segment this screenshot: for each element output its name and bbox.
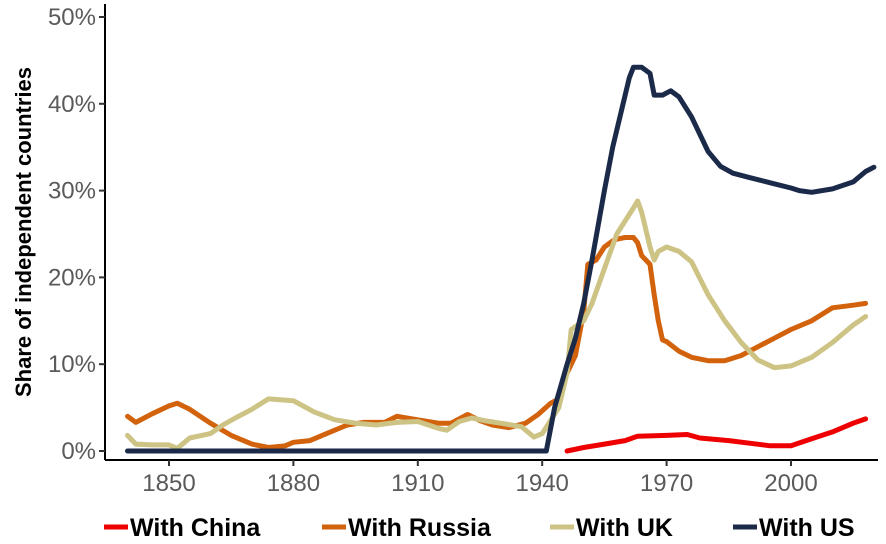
- y-tick-label: 30%: [48, 178, 96, 205]
- y-axis-label: Share of independent countries: [11, 67, 36, 397]
- legend-item-with-us: With US: [733, 514, 855, 542]
- y-tick-label: 10%: [48, 351, 96, 378]
- series-line-with-china: [564, 416, 869, 454]
- legend-item-with-russia: With Russia: [322, 514, 492, 542]
- legend-item-with-uk: With UK: [550, 514, 673, 542]
- axis-layer: 0% 10% 20% 30% 40% 50% 1850 1880 1910 1940 1970 200…: [48, 4, 878, 497]
- legend-label: With US: [759, 514, 855, 542]
- series-line-with-uk: [125, 198, 869, 451]
- y-tick-label: 40%: [48, 91, 96, 118]
- y-axis-label-group: Share of independent countries: [11, 67, 36, 397]
- x-tick-label: 1940: [516, 470, 569, 497]
- series-layer: [125, 64, 877, 454]
- legend-label: With Russia: [348, 514, 492, 542]
- series-line-with-us: [125, 64, 877, 454]
- y-tick-label: 20%: [48, 264, 96, 291]
- legend-label: With UK: [576, 514, 673, 542]
- legend-item-with-china: With China: [104, 514, 261, 542]
- y-tick-label: 0%: [61, 438, 96, 465]
- x-tick-label: 1970: [640, 470, 693, 497]
- x-tick-label: 1910: [391, 470, 444, 497]
- y-tick-label: 50%: [48, 4, 96, 31]
- legend: With China With Russia With UK With US: [104, 514, 855, 542]
- legend-label: With China: [130, 514, 261, 542]
- x-tick-label: 1850: [142, 470, 195, 497]
- x-tick-label: 2000: [764, 470, 817, 497]
- x-tick-label: 1880: [267, 470, 320, 497]
